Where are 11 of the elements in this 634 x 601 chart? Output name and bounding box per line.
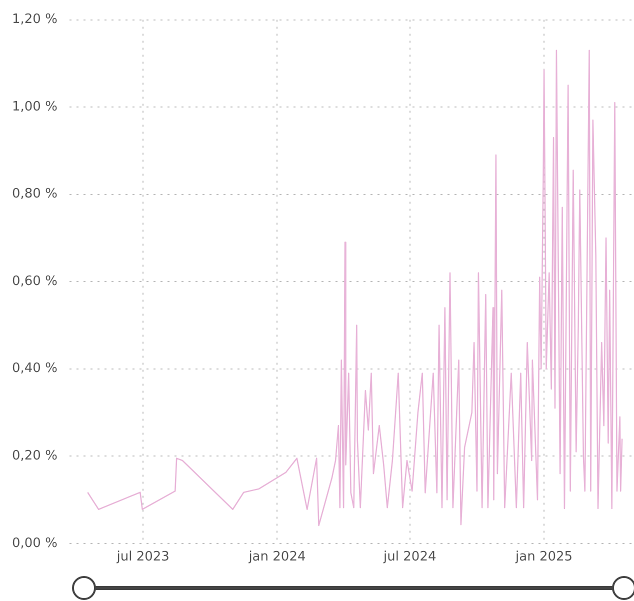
y-tick-label: 1,20 % [12,12,58,28]
x-tick-label: jul 2024 [382,550,436,565]
x-tick-label: jan 2024 [248,550,306,565]
x-tick-label: jan 2025 [514,550,573,565]
y-tick-label: 0,80 % [12,186,58,202]
y-tick-label: 0,60 % [12,274,58,289]
y-tick-label: 1,00 % [12,99,58,114]
y-tick-label: 0,20 % [12,448,58,464]
y-tick-label: 0,00 % [12,536,58,551]
y-tick-label: 0,40 % [12,361,58,376]
x-tick-label: jul 2023 [116,550,170,565]
